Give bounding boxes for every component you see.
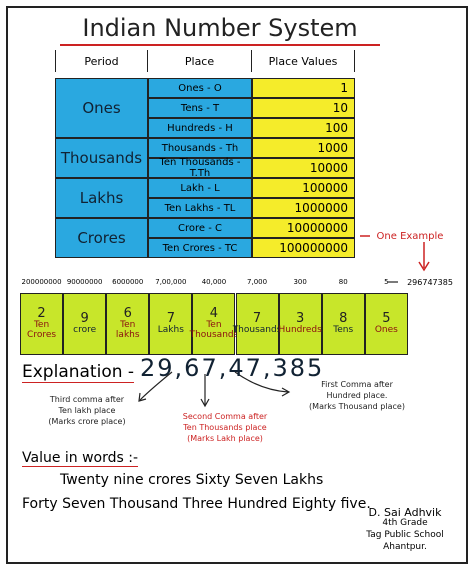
place-value: 5 — [384, 278, 389, 286]
box-digit: 7 — [166, 310, 175, 326]
place-cell: Ten Crores - TC — [148, 238, 252, 258]
explanation-note: (Marks crore place) — [48, 417, 126, 426]
period-cell: Thousands — [55, 138, 148, 178]
box-digit: 7 — [252, 310, 262, 326]
explanation-note: Ten lakh place — [58, 406, 116, 415]
place-value: 300 — [293, 278, 307, 286]
signature: 4th Grade — [382, 518, 428, 528]
box-digit: 8 — [339, 310, 348, 326]
box-digit: 3 — [296, 310, 305, 326]
value-cell: 10000 — [252, 158, 355, 178]
value-cell: 1000000 — [252, 198, 355, 218]
digit-box: 7 Lakhs — [149, 293, 193, 355]
box-digit: 4 — [209, 305, 219, 321]
box-label: crore — [73, 325, 97, 336]
box-digit: 2 — [37, 305, 46, 321]
value-cell: 100 — [252, 118, 355, 138]
place-cell: Lakh - L — [148, 178, 252, 198]
value-cell: 100000 — [252, 178, 355, 198]
signature: Ahantpur. — [383, 542, 427, 552]
box-label: Hundreds — [278, 325, 322, 336]
signature: Tag Public School — [366, 530, 444, 540]
period-cell: Lakhs — [55, 178, 148, 218]
place-cell: Ten Thousands - T.Th — [148, 157, 252, 179]
explanation-note: (Marks Lakh place) — [187, 434, 263, 443]
place-value: 80 — [338, 278, 348, 286]
words-line: Forty Seven Thousand Three Hundred Eight… — [22, 496, 371, 512]
box-digit: 5 — [382, 310, 391, 326]
box-label: Ten lakhs — [115, 320, 140, 341]
value-cell: 1 — [252, 78, 355, 98]
box-label: Tens — [333, 325, 354, 336]
explanation-note: First Comma after — [321, 380, 393, 389]
title: Indian Number System — [60, 12, 380, 46]
place-value: 7,000 — [247, 278, 268, 286]
box-digit: 9 — [80, 310, 89, 326]
explanation-label: Explanation - — [22, 362, 135, 383]
frame — [6, 6, 468, 564]
box-label: Ones — [374, 325, 398, 336]
period-cell: Ones — [55, 78, 148, 138]
box-label: Lakhs — [157, 325, 184, 336]
box-label: Thousands — [232, 325, 282, 336]
value-cell: 10 — [252, 98, 355, 118]
explanation-note: Hundred place. — [326, 391, 388, 400]
digit-box: 9 crore — [63, 293, 107, 355]
explanation-note: Third comma after — [49, 395, 125, 404]
place-cell: Thousands - Th — [148, 138, 252, 158]
period-cell: Crores — [55, 218, 148, 258]
table-header: Place — [148, 50, 252, 72]
digit-box: 8 Tens — [321, 293, 365, 355]
place-value-total: 296747385 — [407, 277, 453, 287]
signature: D. Sai Adhvik — [368, 506, 442, 519]
place-cell: Tens - T — [148, 98, 252, 118]
words-label: Value in words :- — [22, 450, 139, 467]
explanation-note: Ten Thousands place — [183, 423, 267, 432]
place-value: 6000000 — [112, 278, 144, 286]
digit-box: 7 Thousands — [232, 293, 282, 355]
place-value: 90000000 — [66, 278, 103, 286]
place-cell: Hundreds - H — [148, 118, 252, 138]
place-cell: Ten Lakhs - TL — [148, 198, 252, 218]
explanation-number: 29,67,47,385 — [140, 354, 325, 382]
place-value: 7,00,000 — [155, 278, 187, 286]
words-line: Twenty nine crores Sixty Seven Lakhs — [60, 472, 324, 488]
place-cell: Crore - C — [148, 218, 252, 238]
digit-box: 4 Ten Thousands — [190, 293, 238, 355]
explanation-note: (Marks Thousand place) — [309, 402, 405, 411]
table-header: Period — [55, 50, 148, 72]
digit-box: 6 Ten lakhs — [106, 293, 150, 355]
value-cell: 1000 — [252, 138, 355, 158]
table-header: Place Values — [252, 50, 355, 72]
place-value: 40,000 — [201, 278, 227, 286]
explanation-note: Second Comma after — [182, 412, 268, 421]
digit-box: 3 Hundreds — [278, 293, 322, 355]
box-label: Ten Thousands — [189, 320, 239, 341]
value-cell: 100000000 — [252, 238, 355, 258]
digit-box: 5 Ones — [364, 293, 408, 355]
box-digit: 6 — [123, 305, 132, 321]
box-label: Ten Crores — [27, 320, 57, 341]
example-label: One Example — [376, 230, 444, 242]
place-cell: Ones - O — [148, 78, 252, 98]
place-value: 200000000 — [21, 278, 62, 286]
value-cell: 10000000 — [252, 218, 355, 238]
digit-box: 2 Ten Crores — [20, 293, 64, 355]
